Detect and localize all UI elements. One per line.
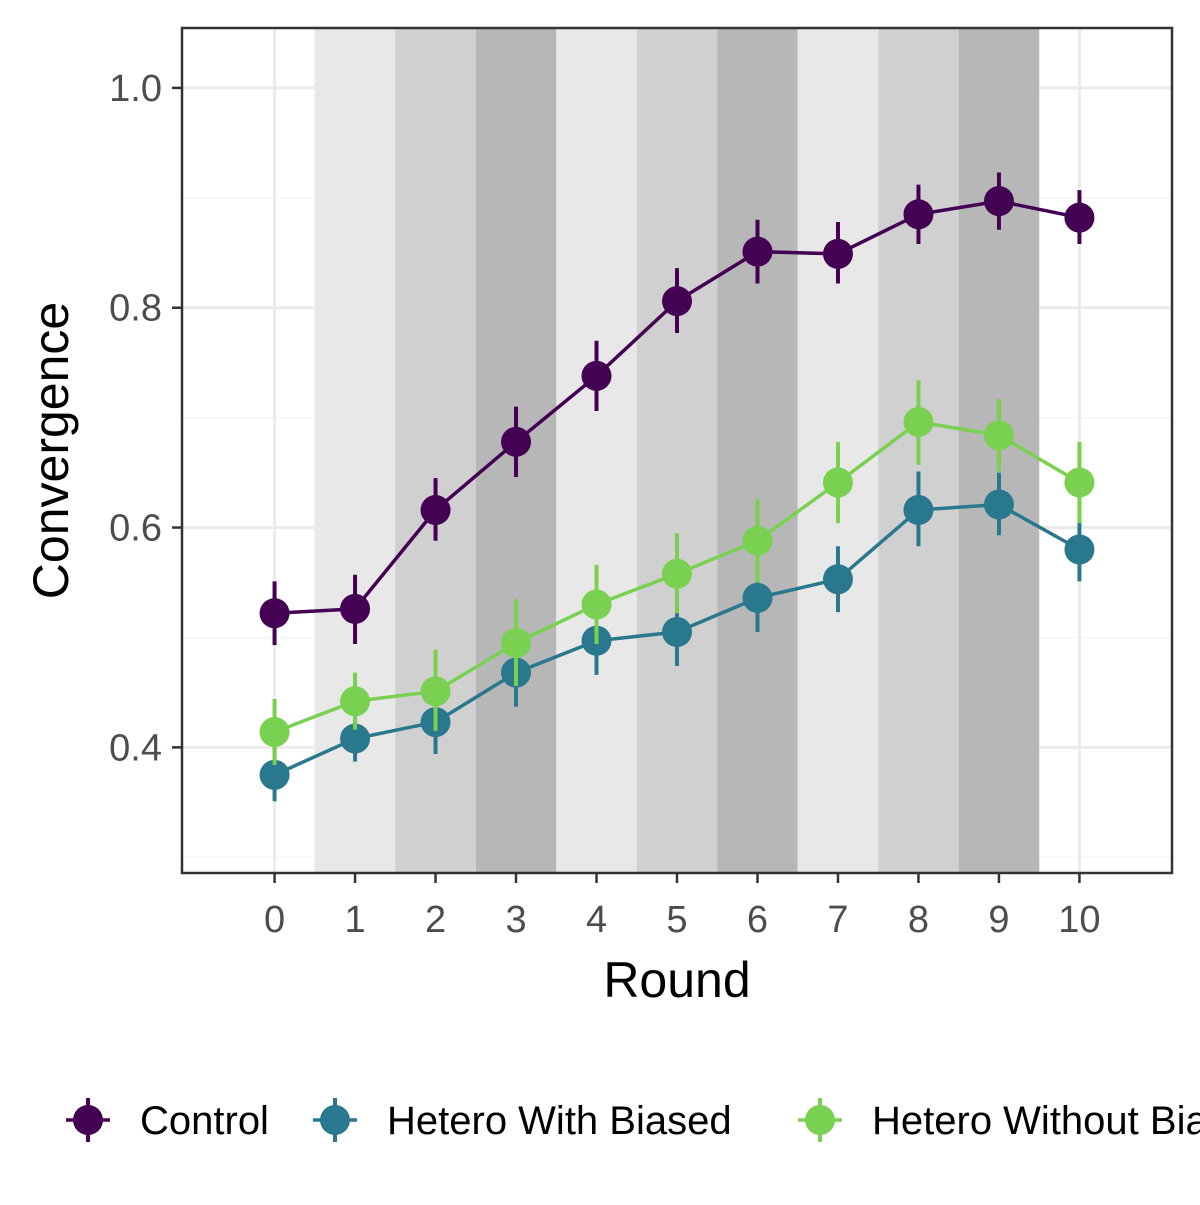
x-tick-label: 6 — [747, 899, 768, 941]
data-point — [903, 199, 934, 230]
legend-key-point — [320, 1105, 350, 1135]
data-point — [983, 489, 1014, 520]
y-axis-title: Convergence — [23, 302, 79, 599]
x-tick-label: 3 — [505, 899, 526, 941]
data-point — [983, 186, 1014, 217]
data-point — [662, 286, 692, 317]
legend-item: Control — [66, 1098, 269, 1143]
legend-item: Hetero With Biased — [313, 1098, 732, 1143]
background-band — [636, 28, 718, 873]
data-point — [259, 759, 290, 790]
data-point — [581, 360, 612, 391]
legend-label: Hetero Without Biased — [872, 1099, 1200, 1143]
legend-key-point — [73, 1105, 103, 1135]
x-tick-label: 8 — [908, 899, 929, 941]
data-point — [662, 616, 692, 647]
y-tick-label: 0.4 — [109, 727, 162, 769]
data-point — [1064, 467, 1095, 498]
x-tick-label: 10 — [1058, 899, 1100, 941]
x-tick-label: 2 — [425, 899, 446, 941]
data-point — [1064, 534, 1095, 565]
x-tick-label: 9 — [988, 899, 1009, 941]
data-point — [662, 558, 692, 589]
data-point — [903, 494, 934, 525]
x-tick-label: 0 — [264, 899, 285, 941]
legend-item: Hetero Without Biased — [798, 1098, 1200, 1143]
data-point — [903, 407, 934, 438]
x-tick-label: 1 — [344, 899, 365, 941]
data-point — [259, 598, 290, 629]
y-tick-label: 1.0 — [109, 68, 162, 110]
data-point — [420, 676, 451, 707]
series-control — [259, 172, 1095, 646]
legend: Control Hetero With Biased Hetero Without … — [66, 1098, 1200, 1143]
series-hetero-without-biased — [259, 380, 1095, 765]
data-point — [822, 238, 853, 269]
x-tick-label: 5 — [666, 899, 687, 941]
x-tick-label: 4 — [586, 899, 607, 941]
data-point — [822, 467, 853, 498]
data-point — [340, 686, 371, 717]
data-point — [983, 420, 1014, 451]
background-band — [556, 28, 637, 873]
data-point — [1064, 202, 1095, 233]
data-point — [340, 723, 371, 754]
data-point — [742, 582, 773, 613]
data-point — [742, 236, 773, 267]
data-point — [822, 564, 853, 595]
data-point — [340, 593, 371, 624]
data-point — [581, 589, 612, 620]
data-point — [259, 716, 290, 747]
legend-label: Control — [140, 1099, 269, 1143]
x-tick-label: 7 — [827, 899, 848, 941]
y-tick-label: 0.6 — [109, 508, 162, 550]
data-point — [501, 426, 532, 457]
data-point — [742, 525, 773, 556]
data-point — [501, 627, 532, 658]
background-band — [717, 28, 798, 873]
data-point — [420, 494, 451, 525]
x-axis-title: Round — [603, 952, 750, 1008]
legend-key-point — [805, 1105, 835, 1135]
background-bands — [314, 28, 1040, 873]
y-tick-label: 0.8 — [109, 288, 162, 330]
legend-label: Hetero With Biased — [387, 1099, 732, 1143]
